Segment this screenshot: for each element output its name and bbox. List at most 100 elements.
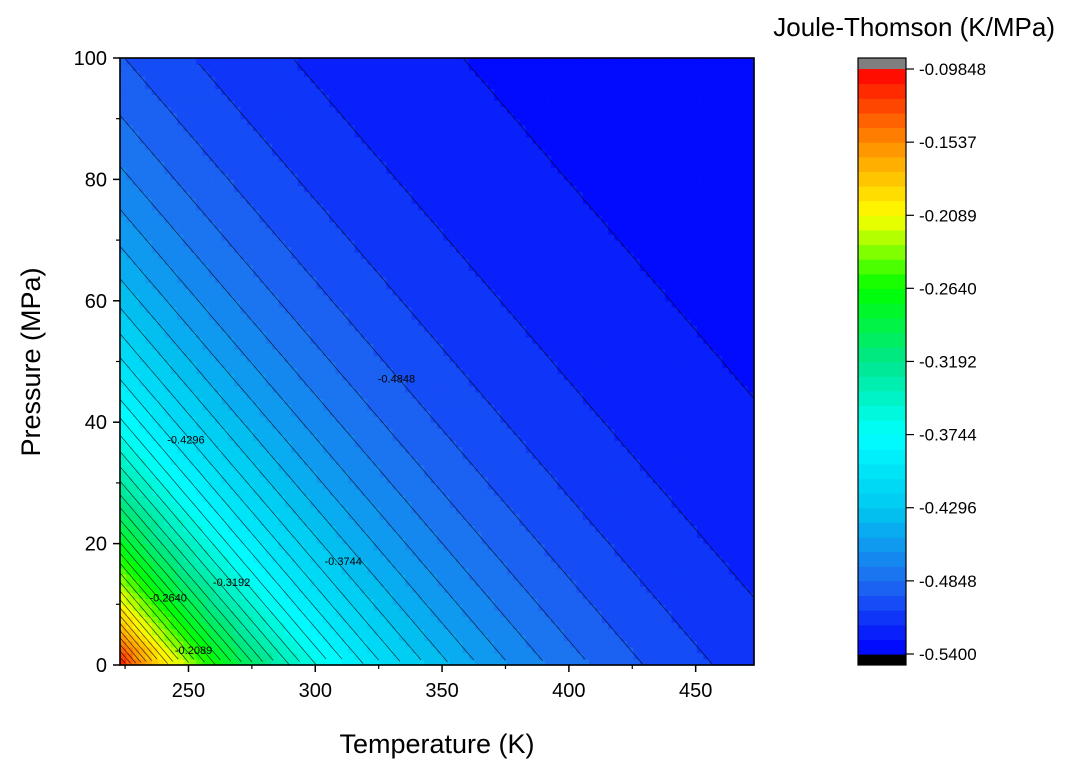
contour-line: [119, 166, 543, 662]
contour-line: [119, 466, 290, 665]
contour-line: [119, 581, 189, 663]
contour-line: [125, 58, 644, 665]
contour-line: [119, 115, 586, 660]
colorbar-band: [858, 215, 906, 231]
colorbar-band: [858, 83, 906, 99]
colorbar-tick-label: -0.3744: [919, 426, 977, 445]
contour-line: [119, 630, 147, 662]
colorbar-band: [858, 507, 906, 523]
contour-line: [119, 399, 343, 660]
contour-line: [119, 615, 158, 660]
colorbar-band: [858, 449, 906, 465]
x-axis-title: Temperature (K): [339, 729, 534, 759]
contour-lines: [119, 58, 755, 665]
colorbar-band: [858, 390, 906, 406]
y-tick-label: 60: [85, 291, 107, 313]
colorbar-band: [858, 69, 906, 85]
colorbar-tick-label: -0.09848: [919, 60, 986, 79]
contour-line: [119, 637, 142, 663]
colorbar-tick-label: -0.2089: [919, 206, 977, 225]
contour-labels: -0.4848 -0.4296 -0.3744 -0.3192 -0.2640 -0.20…: [150, 374, 416, 657]
contour-label: -0.2089: [175, 645, 212, 657]
contour-field: [120, 58, 755, 666]
colorbar-band: [858, 127, 906, 143]
contour-line: [463, 58, 755, 399]
colorbar-under-swatch: [858, 654, 906, 665]
y-tick-label: 100: [74, 48, 107, 70]
contour-label: -0.3192: [213, 577, 250, 589]
contour-line: [119, 278, 448, 663]
y-tick-label: 80: [85, 169, 107, 191]
colorbar-band: [858, 624, 906, 640]
colorbar-band: [858, 332, 906, 348]
contour-line: [119, 333, 401, 662]
y-axis-title: Pressure (MPa): [16, 267, 46, 456]
contour-label: -0.2640: [150, 592, 187, 604]
colorbar-tick-label: -0.5400: [919, 645, 977, 664]
contour-line: [119, 519, 242, 663]
colorbar-band: [858, 229, 906, 246]
colorbar-band: [858, 156, 906, 172]
contour-line: [119, 378, 364, 664]
colorbar-band: [858, 303, 906, 319]
contour-line: [119, 507, 253, 663]
contour-line: [119, 572, 195, 660]
contour-line: [119, 307, 422, 661]
contour-line: [119, 531, 232, 662]
colorbar-title: Joule-Thomson (K/MPa): [773, 12, 1055, 42]
colorbar-band: [858, 171, 906, 187]
colorbar-band: [858, 522, 906, 538]
y-tick-label: 20: [85, 534, 107, 556]
colorbar-band: [858, 551, 906, 567]
colorbar-band: [858, 346, 906, 363]
colorbar-band: [858, 493, 906, 509]
colorbar-tick-label: -0.4296: [919, 499, 977, 518]
colorbar-band: [858, 610, 906, 626]
contour-line: [119, 562, 205, 663]
contour-line: [119, 208, 506, 661]
contour-line: [119, 644, 137, 664]
contour-line: [119, 552, 216, 665]
colorbar-band: [858, 259, 906, 275]
colorbar-band: [858, 112, 906, 129]
contour-line: [119, 451, 300, 662]
contour-line: [119, 656, 126, 664]
x-tick-label: 300: [299, 680, 332, 702]
colorbar-band: [858, 200, 906, 216]
contour-line: [119, 607, 168, 664]
contour-line: [119, 434, 316, 665]
colorbar-band: [858, 244, 906, 260]
contour-label: -0.3744: [325, 556, 362, 568]
contour-line: [119, 599, 174, 662]
colorbar-band: [858, 273, 906, 289]
colorbar-tick-label: -0.3192: [919, 352, 977, 371]
y-axis: 0 20 40 60 80 100: [74, 48, 120, 677]
colorbar: -0.09848 -0.1537 -0.2089 -0.2640 -0.3192 -0.3…: [857, 57, 986, 666]
contour-label: -0.4848: [378, 374, 415, 386]
colorbar-tick-label: -0.1537: [919, 133, 977, 152]
colorbar-band: [858, 288, 906, 304]
contour-line: [199, 63, 712, 664]
colorbar-band: [858, 98, 906, 114]
contour-line: [119, 650, 131, 664]
colorbar-band: [858, 566, 906, 582]
colorbar-tick-label: -0.2640: [919, 279, 977, 298]
contour-line: [119, 480, 274, 661]
y-tick-label: 0: [96, 655, 107, 677]
colorbar-band: [858, 434, 906, 450]
contour-line: [119, 417, 327, 660]
x-tick-label: 400: [552, 680, 585, 702]
colorbar-band: [858, 478, 906, 494]
x-axis: 250 300 350 400 450: [124, 665, 712, 702]
colorbar-band: [858, 595, 906, 611]
y-tick-label: 40: [85, 412, 107, 434]
colorbar-band: [858, 376, 906, 392]
colorbar-band: [858, 361, 906, 377]
contour-line: [119, 494, 263, 662]
colorbar-band: [858, 639, 906, 655]
contour-label: -0.4296: [167, 434, 204, 446]
colorbar-band: [858, 420, 906, 436]
colorbar-band: [858, 142, 906, 158]
x-tick-label: 450: [679, 680, 712, 702]
